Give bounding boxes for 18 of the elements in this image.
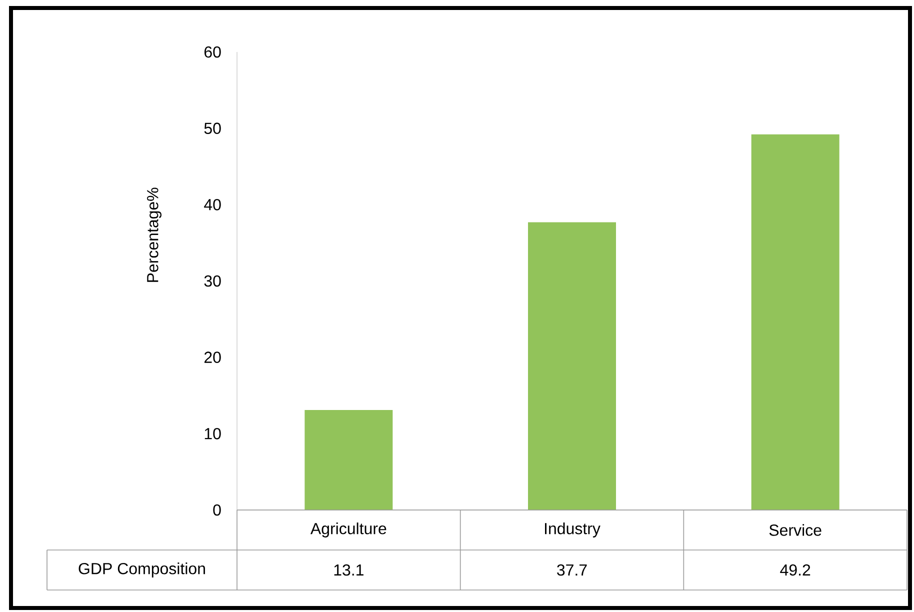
text: GDP Composition [78,562,205,578]
y-tick-label: 0 [213,504,221,516]
data-label: 49.2 [780,564,810,576]
data-label: 37.7 [557,564,587,576]
y-tick-label: 40 [204,199,221,210]
y-tick-label: 50 [204,122,221,134]
x-tick-label: Service [769,524,822,536]
bar [304,410,393,510]
bar [528,222,616,510]
y-tick-label: 30 [204,275,221,287]
y-tick-label: 60 [204,46,221,58]
x-tick-label: Agriculture [310,522,386,538]
y-tick-label: 20 [204,352,221,363]
x-tick-label: Industry [545,522,600,538]
data-label: 13.1 [334,564,364,576]
bar [751,134,840,510]
y-tick-label: 10 [204,428,221,440]
y-axis-title: Percentage% [147,188,162,282]
